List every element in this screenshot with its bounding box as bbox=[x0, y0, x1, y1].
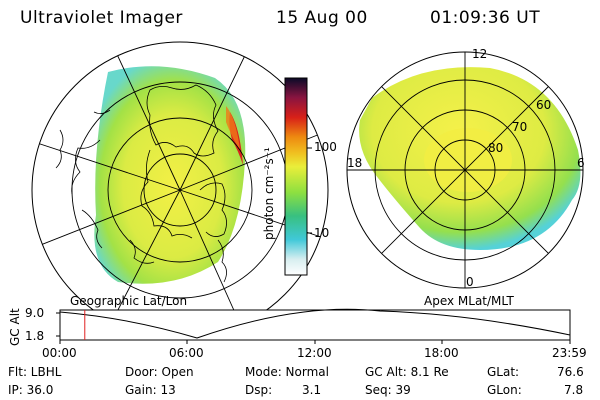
altitude-ytick-1-8: 1.8 bbox=[25, 329, 45, 343]
altitude-xtick-0000: 00:00 bbox=[42, 346, 77, 360]
status-seq: Seq: 39 bbox=[365, 383, 411, 397]
status-dsp-label: Dsp: bbox=[245, 383, 273, 397]
altitude-ytick-9: 9.0 bbox=[25, 306, 45, 320]
mlt-label-18: 18 bbox=[347, 156, 363, 170]
apex-caption: Apex MLat/MLT bbox=[424, 294, 514, 308]
altitude-xtick-1200: 12:00 bbox=[297, 346, 332, 360]
colorbar-unit-label: photon cm⁻²s⁻¹ bbox=[262, 147, 276, 240]
colorbar-tick-10: 10 bbox=[314, 226, 330, 240]
apex-mlat-mlt-panel bbox=[346, 51, 584, 289]
altitude-curve bbox=[59, 308, 571, 339]
mlt-label-6: 6 bbox=[577, 156, 585, 170]
mlat-label-80: 80 bbox=[488, 141, 504, 155]
aurora-oval-geographic bbox=[94, 66, 246, 284]
geographic-caption: Geographic Lat/Lon bbox=[70, 294, 188, 308]
geographic-map-panel bbox=[31, 41, 329, 339]
time-label: 01:09:36 UT bbox=[430, 8, 541, 28]
status-gc-alt: GC Alt: 8.1 Re bbox=[365, 365, 449, 379]
app-title: Ultraviolet Imager bbox=[20, 8, 183, 28]
mlt-label-12: 12 bbox=[472, 47, 488, 61]
date-label: 15 Aug 00 bbox=[276, 8, 368, 28]
status-dsp-value: 3.1 bbox=[302, 383, 322, 397]
status-glat-value: 76.6 bbox=[557, 365, 584, 379]
status-mode: Mode: Normal bbox=[245, 365, 329, 379]
mlt-label-0: 0 bbox=[466, 275, 474, 289]
status-door: Door: Open bbox=[125, 365, 194, 379]
status-gain: Gain: 13 bbox=[125, 383, 176, 397]
status-glon-value: 7.8 bbox=[564, 383, 584, 397]
colorbar-tick-100: 100 bbox=[314, 140, 337, 154]
status-filter: Flt: LBHL bbox=[8, 365, 62, 379]
mlat-label-70: 70 bbox=[512, 120, 528, 134]
status-glon-label: GLon: bbox=[487, 383, 522, 397]
status-ip: IP: 36.0 bbox=[8, 383, 54, 397]
altitude-xtick-0600: 06:00 bbox=[169, 346, 204, 360]
altitude-xtick-2359: 23:59 bbox=[552, 346, 587, 360]
color-scale-bar bbox=[284, 77, 312, 276]
altitude-xtick-1800: 18:00 bbox=[424, 346, 459, 360]
altitude-ylabel: GC Alt bbox=[8, 308, 22, 346]
mlat-label-60: 60 bbox=[536, 98, 552, 112]
status-glat-label: GLat: bbox=[487, 365, 520, 379]
altitude-plot bbox=[56, 308, 571, 344]
